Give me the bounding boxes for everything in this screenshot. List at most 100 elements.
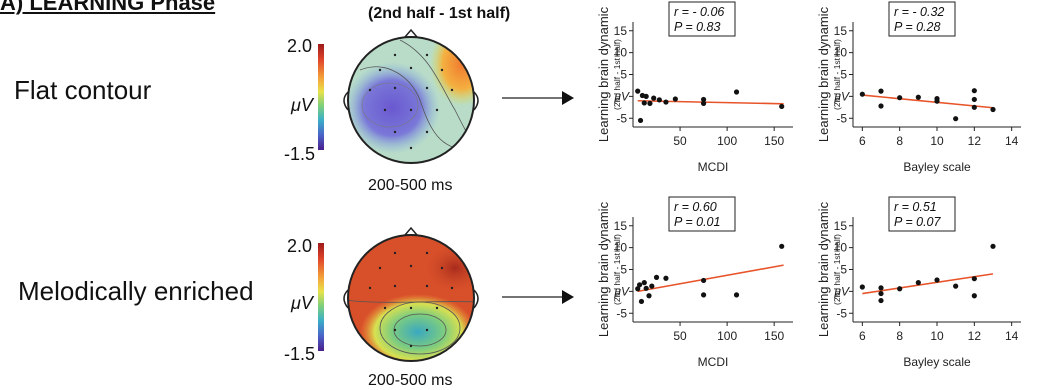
x-axis-label: MCDI (698, 355, 729, 369)
colorbar-unit-label: μV (291, 95, 313, 115)
colorbar-max-label: 2.0 (287, 36, 313, 56)
data-point (971, 276, 977, 282)
y-axis-label: Learning brain dynamic (816, 6, 831, 142)
panel-title: A) LEARNING Phase (0, 0, 216, 15)
data-point (636, 282, 643, 288)
stat-p: P = 0.01 (674, 215, 720, 229)
stat-r: r = - 0.06 (674, 5, 724, 19)
y-axis-label: Learning brain dynamic (596, 6, 611, 142)
stat-r: r = 0.60 (674, 200, 717, 214)
scatter-chart-melodic-bayley: -5 5 10 15 μV 6 8 10 12 14 Bayley scale Learning br… (816, 196, 1021, 369)
data-point (878, 285, 884, 291)
y-axis-sublabel: (2nd half - 1st half) (612, 234, 622, 305)
x-tick-label: 8 (896, 134, 903, 148)
stat-p: P = 0.07 (894, 215, 941, 229)
y-tick-label: -5 (616, 111, 627, 125)
data-point (638, 298, 645, 305)
data-point (651, 95, 657, 101)
data-point (915, 280, 921, 286)
y-tick-label: 10 (834, 241, 848, 255)
scatter-chart-flat-mcdi: -5 5 10 15 μV 50 100 150 MCDI Learning brain dyna… (596, 1, 793, 174)
y-tick-label: 5 (620, 68, 627, 82)
data-point (641, 100, 647, 106)
x-tick-label: 10 (930, 329, 944, 343)
topomap-melodic (343, 226, 479, 362)
data-point (990, 106, 996, 113)
colorbar-min-label: -1.5 (284, 344, 316, 364)
y-unit-label: μV (613, 284, 630, 298)
data-point (859, 284, 865, 290)
y-axis-label: Learning brain dynamic (816, 201, 831, 337)
x-tick-label: 14 (1005, 134, 1019, 148)
x-tick-label: 14 (1005, 329, 1019, 343)
scatter-chart-flat-bayley: -5 5 10 15 μV 6 8 10 12 14 Bayley scale Learning br… (816, 1, 1021, 174)
time-window-label: 200-500 ms (368, 177, 453, 194)
y-tick-label: 15 (614, 219, 628, 233)
regression-line (862, 273, 994, 295)
data-point (733, 292, 740, 298)
topomap-flat (343, 28, 479, 164)
stat-p: P = 0.28 (894, 20, 940, 34)
y-unit-label: μV (613, 89, 630, 103)
stat-r: r = 0.51 (894, 200, 937, 214)
data-point (953, 116, 959, 122)
data-point (700, 96, 707, 103)
y-unit-label: μV (833, 89, 850, 103)
stats-box (668, 1, 736, 37)
data-point (700, 277, 707, 284)
data-point (897, 95, 903, 101)
data-point (643, 285, 649, 291)
x-tick-label: 150 (764, 329, 784, 343)
data-point (635, 88, 641, 94)
y-tick-label: 5 (840, 263, 847, 277)
x-tick-label: 10 (930, 134, 944, 148)
y-tick-label: 5 (840, 68, 847, 82)
colorbar (318, 44, 324, 150)
x-axis-label: Bayley scale (903, 355, 971, 369)
data-point (934, 95, 940, 102)
scatter-chart-melodic-mcdi: -5 5 10 15 μV 50 100 150 MCDI Learning brain dyna… (596, 196, 793, 369)
data-point (971, 104, 977, 110)
data-point (700, 100, 707, 106)
data-point (672, 96, 678, 102)
data-point (971, 96, 977, 103)
topo-header: (2nd half - 1st half) (368, 5, 511, 22)
data-point (971, 88, 977, 94)
time-window-label: 200-500 ms (368, 372, 453, 389)
regression-line (862, 94, 994, 109)
stat-r: r = - 0.32 (894, 5, 944, 19)
data-point (779, 243, 785, 249)
y-axis-label: Learning brain dynamic (596, 201, 611, 337)
data-point (878, 290, 884, 297)
x-tick-label: 100 (717, 134, 737, 148)
data-point (663, 275, 669, 281)
data-point (649, 283, 655, 289)
x-axis-label: MCDI (698, 160, 729, 174)
data-point (663, 99, 669, 105)
data-point (878, 103, 884, 109)
x-axis-label: Bayley scale (903, 160, 971, 174)
x-tick-label: 12 (968, 329, 982, 343)
arrow-icon (502, 91, 574, 105)
data-point (656, 97, 662, 103)
y-axis-sublabel: (2nd half - 1st half) (612, 39, 622, 110)
regression-line (637, 99, 784, 105)
y-axis-sublabel: (2nd half - 1st half) (832, 39, 842, 110)
y-tick-label: 5 (620, 263, 627, 277)
data-point (641, 280, 647, 286)
y-tick-label: 10 (614, 46, 628, 60)
x-tick-label: 100 (717, 329, 737, 343)
y-unit-label: μV (833, 284, 850, 298)
colorbar (318, 243, 324, 351)
x-tick-label: 6 (859, 134, 866, 148)
arrow-icon (502, 290, 574, 304)
x-tick-label: 150 (764, 134, 784, 148)
stats-box (668, 196, 736, 232)
y-tick-label: 10 (614, 241, 628, 255)
data-point (934, 277, 940, 283)
x-tick-label: 12 (968, 134, 982, 148)
data-point (878, 297, 884, 304)
condition-label-melodic: Melodically enriched (18, 276, 254, 306)
data-point (637, 117, 644, 124)
stats-box (888, 1, 956, 37)
